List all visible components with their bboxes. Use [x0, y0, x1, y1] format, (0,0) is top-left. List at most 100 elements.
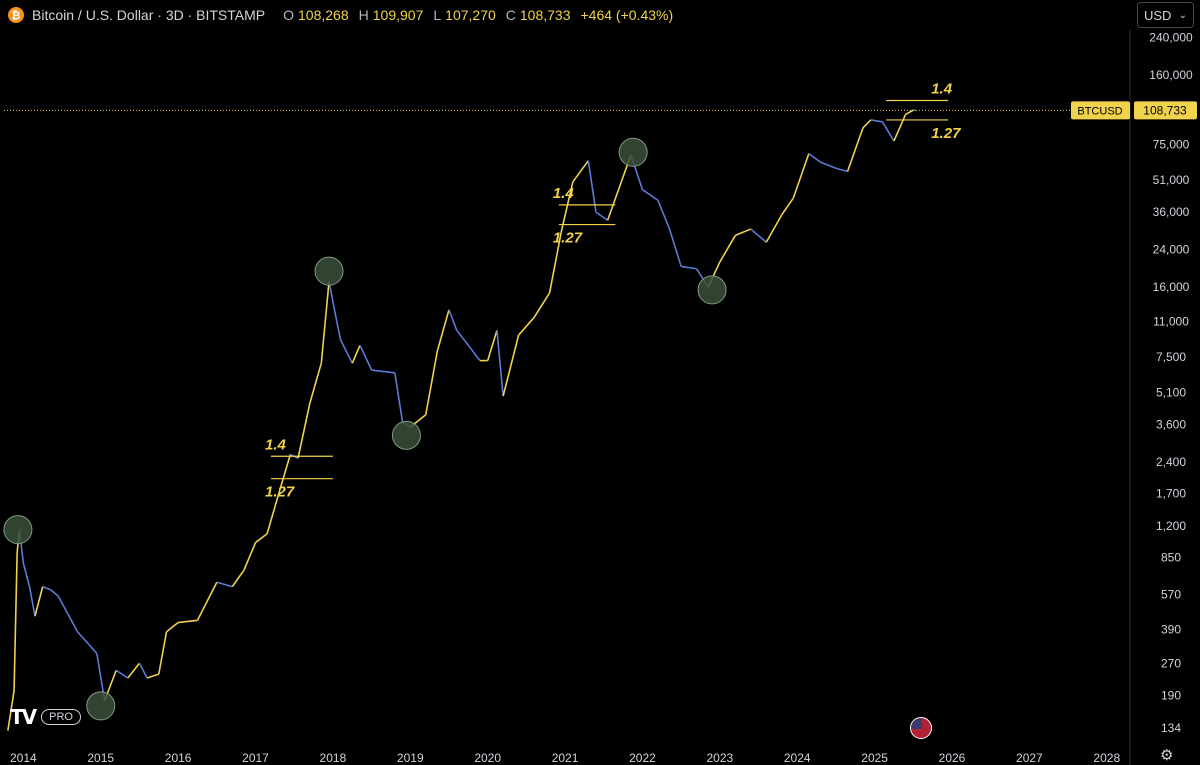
- bitcoin-icon: ₿: [8, 7, 24, 23]
- price-segment: [22, 562, 31, 587]
- price-segment: [42, 585, 51, 591]
- price-segment: [820, 161, 837, 170]
- price-segment: [320, 281, 330, 364]
- price-segment: [255, 533, 268, 544]
- currency-select[interactable]: USD ⌄: [1137, 2, 1194, 28]
- x-tick-label: 2015: [87, 751, 114, 765]
- fib-level-label: 1.27: [553, 230, 583, 247]
- gear-icon[interactable]: ⚙: [1160, 746, 1174, 764]
- price-segment: [138, 662, 148, 679]
- price-segment: [297, 403, 311, 459]
- fib-level-label: 1.27: [265, 484, 295, 501]
- price-segment: [216, 581, 233, 588]
- price-segment: [467, 344, 481, 362]
- x-tick-label: 2020: [474, 751, 501, 765]
- fib-level-label: 1.4: [265, 436, 287, 453]
- x-tick-label: 2019: [397, 751, 424, 765]
- price-segment: [166, 621, 179, 633]
- price-segment: [595, 211, 609, 221]
- y-tick-label: 75,000: [1153, 138, 1190, 152]
- x-tick-label: 2026: [939, 751, 966, 765]
- low-value: 107,270: [445, 7, 496, 23]
- price-segment: [548, 232, 562, 294]
- price-segment: [719, 235, 737, 263]
- y-tick-label: 1,700: [1156, 487, 1186, 501]
- price-segment: [881, 121, 895, 142]
- price-segment: [424, 350, 439, 415]
- price-segment: [606, 187, 620, 221]
- price-segment: [533, 292, 551, 318]
- x-tick-label: 2022: [629, 751, 656, 765]
- low-key: L: [433, 7, 442, 23]
- price-segment: [893, 114, 907, 142]
- symbol-tag-label: BTCUSD: [1077, 105, 1122, 117]
- price-segment: [231, 569, 245, 588]
- price-segment: [127, 662, 141, 679]
- high-value: 109,907: [372, 7, 424, 23]
- price-segment: [502, 334, 520, 397]
- price-segment: [870, 119, 883, 123]
- y-tick-label: 160,000: [1149, 68, 1193, 82]
- price-segment: [308, 362, 323, 405]
- price-segment: [243, 542, 257, 571]
- pivot-circle: [3, 515, 33, 545]
- price-segment: [486, 330, 498, 361]
- close-value: 108,733: [519, 7, 571, 23]
- price-segment: [266, 493, 280, 534]
- x-tick-label: 2017: [242, 751, 269, 765]
- fib-level-label: 1.27: [931, 125, 961, 142]
- pivot-circle: [391, 420, 421, 450]
- change-value: +464 (+0.43%): [580, 7, 674, 23]
- price-segment: [7, 690, 15, 731]
- y-tick-label: 2,400: [1156, 455, 1186, 469]
- x-tick-label: 2023: [706, 751, 733, 765]
- y-tick-label: 51,000: [1153, 173, 1190, 187]
- x-tick-label: 2016: [165, 751, 192, 765]
- pivot-circle: [314, 256, 344, 286]
- y-tick-label: 134: [1161, 721, 1181, 735]
- price-segment: [808, 152, 821, 163]
- y-tick-label: 190: [1161, 689, 1181, 703]
- x-tick-label: 2028: [1093, 751, 1120, 765]
- y-tick-label: 1,200: [1156, 519, 1186, 533]
- price-segment: [28, 586, 36, 617]
- x-tick-label: 2024: [784, 751, 811, 765]
- price-segment: [65, 609, 79, 633]
- price-segment: [518, 316, 535, 336]
- price-segment: [448, 309, 458, 331]
- price-segment: [34, 586, 44, 617]
- x-tick-label: 2021: [552, 751, 579, 765]
- price-segment: [13, 552, 18, 691]
- price-segment: [115, 669, 129, 679]
- price-tag-bg: [1134, 101, 1197, 120]
- tradingview-mark: TV: [10, 705, 37, 729]
- price-segment: [178, 619, 198, 624]
- price-segment: [572, 160, 589, 183]
- y-tick-label: 36,000: [1153, 205, 1190, 219]
- fib-level-label: 1.4: [931, 81, 953, 98]
- price-segment: [328, 281, 338, 322]
- price-segment: [146, 673, 160, 679]
- y-tick-label: 240,000: [1149, 30, 1193, 44]
- price-segment: [846, 127, 864, 172]
- chart-header: ₿ Bitcoin / U.S. Dollar · 3D · BITSTAMP …: [0, 0, 1130, 30]
- y-tick-label: 270: [1161, 656, 1181, 670]
- price-segment: [781, 197, 795, 216]
- price-segment: [560, 181, 574, 233]
- price-segment: [57, 595, 67, 611]
- price-segment: [657, 199, 671, 230]
- us-flag-icon[interactable]: [910, 717, 932, 739]
- price-segment: [905, 109, 914, 116]
- price-segment: [371, 369, 384, 373]
- x-tick-label: 2018: [320, 751, 347, 765]
- y-tick-label: 390: [1161, 622, 1181, 636]
- price-segment: [668, 228, 682, 267]
- symbol-title[interactable]: Bitcoin / U.S. Dollar · 3D · BITSTAMP: [32, 7, 266, 23]
- y-tick-label: 24,000: [1153, 243, 1190, 257]
- price-segment: [862, 119, 872, 129]
- price-segment: [359, 344, 373, 371]
- price-segment: [76, 631, 90, 646]
- y-tick-label: 16,000: [1153, 280, 1190, 294]
- currency-value: USD: [1144, 7, 1172, 23]
